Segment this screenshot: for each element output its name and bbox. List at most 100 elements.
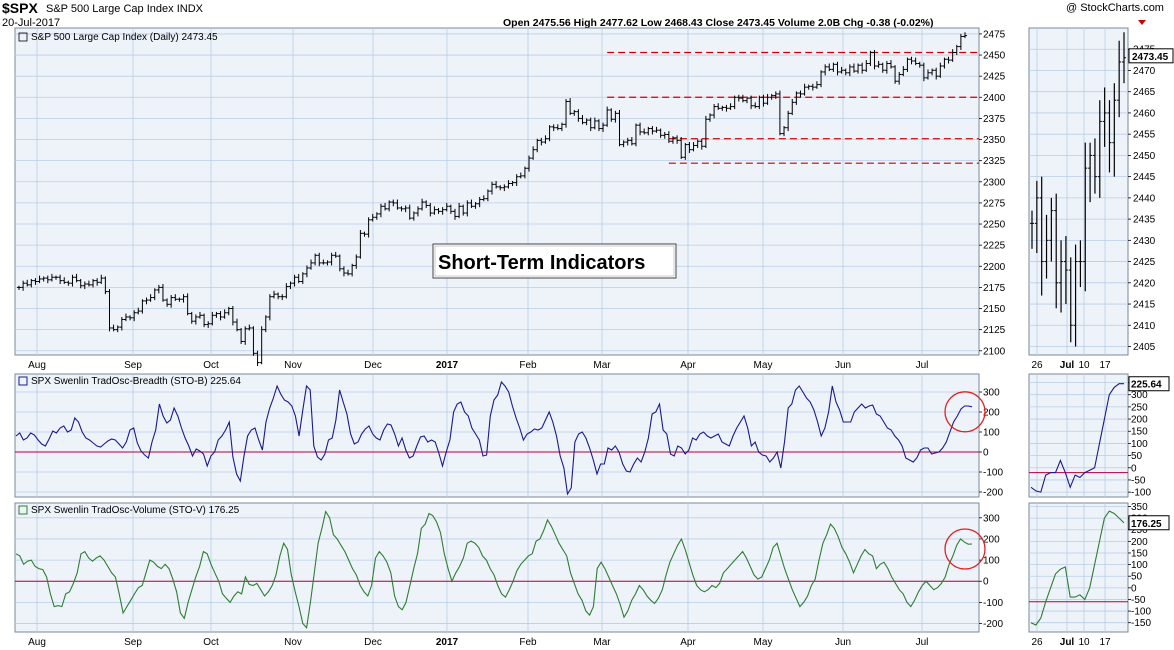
x-axis-label: Apr — [680, 637, 696, 648]
y-tick-label: 200 — [1131, 537, 1148, 548]
y-tick-label: 350 — [1131, 502, 1148, 513]
y-tick-label: 2425 — [983, 72, 1006, 83]
main-panel-bg — [14, 373, 980, 498]
y-tick-label: 100 — [1131, 560, 1148, 571]
y-tick-label: 0 — [1131, 463, 1137, 474]
x-axis-label: Feb — [519, 637, 537, 648]
x-axis-label: Dec — [364, 637, 382, 648]
panel-title: SPX Swenlin TradOsc-Breadth (STO-B) 225.… — [31, 376, 241, 387]
y-tick-label: 50 — [1131, 572, 1143, 583]
index-name: S&P 500 Large Cap Index INDX — [46, 3, 204, 15]
y-tick-label: -200 — [983, 619, 1003, 630]
main-panel-bg — [14, 27, 980, 356]
y-tick-label: -100 — [1131, 488, 1151, 499]
panel-title: S&P 500 Large Cap Index (Daily) 2473.45 — [31, 32, 218, 43]
oscillator-line — [15, 510, 973, 630]
y-tick-label: 2350 — [983, 135, 1006, 146]
x-axis-label: 2017 — [436, 360, 459, 371]
y-tick-label: 0 — [1131, 583, 1137, 594]
x-axis-label: 2017 — [436, 637, 459, 648]
y-tick-label: 50 — [1131, 451, 1143, 462]
y-tick-label: 2465 — [1133, 87, 1156, 98]
y-tick-label: -100 — [983, 468, 1003, 479]
x-axis-label: 10 — [1078, 637, 1090, 648]
y-tick-label: 2325 — [983, 156, 1006, 167]
x-axis-label: 17 — [1099, 360, 1111, 371]
y-tick-label: 2250 — [983, 220, 1006, 231]
last-value-box — [1128, 376, 1170, 392]
y-tick-label: 2455 — [1133, 130, 1156, 141]
y-tick-label: -100 — [983, 598, 1003, 609]
last-value-box — [1128, 515, 1170, 531]
y-tick-label: 2445 — [1133, 172, 1156, 183]
y-tick-label: 2435 — [1133, 215, 1156, 226]
y-tick-label: 2275 — [983, 198, 1006, 209]
y-tick-label: 0 — [983, 577, 989, 588]
x-axis-label: Jul — [916, 360, 929, 371]
panel-title: SPX Swenlin TradOsc-Volume (STO-V) 176.2… — [31, 505, 240, 516]
highlight-circle — [944, 528, 986, 570]
y-tick-label: 2450 — [1133, 151, 1156, 162]
legend-line-icon — [18, 505, 28, 515]
y-tick-label: 2410 — [1133, 321, 1156, 332]
y-tick-label: -100 — [1131, 607, 1151, 618]
y-tick-label: 100 — [983, 428, 1000, 439]
x-axis-label: Nov — [284, 637, 302, 648]
y-tick-label: 300 — [1131, 390, 1148, 401]
x-axis-label: Jun — [835, 637, 851, 648]
annotation-text: Short-Term Indicators — [438, 252, 645, 274]
y-tick-label: -50 — [1131, 595, 1146, 606]
legend-line-icon — [18, 376, 28, 386]
y-tick-label: 150 — [1131, 548, 1148, 559]
x-axis-label: Apr — [680, 360, 696, 371]
y-tick-label: 2415 — [1133, 300, 1156, 311]
ohlc-summary: Open 2475.56 High 2477.62 Low 2468.43 Cl… — [503, 17, 934, 29]
y-tick-label: 2425 — [1133, 257, 1156, 268]
x-axis-label: Jun — [835, 360, 851, 371]
chart-date: 20-Jul-2017 — [2, 17, 60, 29]
y-tick-label: 100 — [983, 556, 1000, 567]
x-axis-label: Jul — [916, 637, 929, 648]
last-value-label: 225.64 — [1131, 380, 1162, 391]
y-tick-label: 300 — [983, 388, 1000, 399]
chart-marks: 2100 2125 2150 2175 2200 2225 2250 2275 2300 2325… — [15, 29, 1174, 648]
annotation-box: Short-Term Indicators — [432, 243, 677, 279]
x-axis-label: Oct — [203, 637, 219, 648]
x-axis-label: Oct — [203, 360, 219, 371]
legend-bar-icon — [18, 32, 28, 42]
y-tick-label: 100 — [1131, 439, 1148, 450]
y-tick-label: 250 — [1131, 525, 1148, 536]
x-axis-label: Feb — [519, 360, 537, 371]
y-tick-label: 2100 — [983, 346, 1006, 357]
oscillator-line — [1030, 383, 1124, 493]
x-axis-label: May — [754, 360, 773, 371]
y-tick-label: 300 — [983, 513, 1000, 524]
y-tick-label: 2440 — [1133, 193, 1156, 204]
y-tick-label: 2405 — [1133, 342, 1156, 353]
x-axis-label: Dec — [364, 360, 382, 371]
y-tick-label: 250 — [1131, 402, 1148, 413]
y-tick-label: 2225 — [983, 241, 1006, 252]
y-tick-label: -50 — [1131, 475, 1146, 486]
y-tick-label: 2150 — [983, 304, 1006, 315]
highlight-circle — [944, 391, 986, 433]
y-tick-label: 2175 — [983, 283, 1006, 294]
y-tick-label: 2460 — [1133, 108, 1156, 119]
y-tick-label: 2470 — [1133, 66, 1156, 77]
y-tick-label: -200 — [983, 488, 1003, 499]
x-axis-label: 26 — [1031, 360, 1043, 371]
y-tick-label: 150 — [1131, 427, 1148, 438]
y-tick-label: 2475 — [983, 29, 1006, 40]
y-tick-label: 200 — [983, 408, 1000, 419]
x-axis-label: Sep — [124, 637, 142, 648]
x-axis-label: Jul — [1060, 360, 1075, 371]
y-tick-label: -150 — [1131, 618, 1151, 629]
x-axis-label: Nov — [284, 360, 302, 371]
oscillator-line — [1030, 510, 1125, 626]
last-value-label: 176.25 — [1131, 519, 1162, 530]
y-tick-label: 2200 — [983, 262, 1006, 273]
y-tick-label: 2420 — [1133, 278, 1156, 289]
x-axis-label: Sep — [124, 360, 142, 371]
y-tick-label: 2125 — [983, 325, 1006, 336]
side-panel-bg — [1028, 27, 1129, 356]
